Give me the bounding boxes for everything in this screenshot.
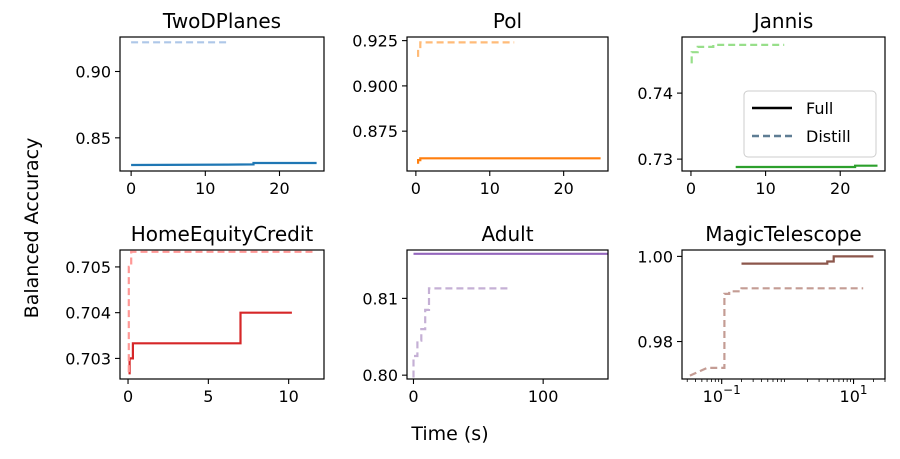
twodplanes-xtick-label: 0 [126,179,136,198]
homeequitycredit-distill-series [127,250,313,373]
y-axis-label: Balanced Accuracy [21,138,43,319]
homeequitycredit-xtick-label: 5 [203,387,213,406]
magictelescope-title: MagicTelescope [705,222,861,246]
pol-xtick-label: 10 [480,179,500,198]
twodplanes-xtick-label: 10 [195,179,215,198]
twodplanes-axes-frame [119,36,325,172]
magictelescope-ytick-label: 1.00 [637,247,673,266]
jannis-distill-series [690,43,785,64]
adult-ytick-label: 0.80 [362,366,398,385]
homeequitycredit-axes-frame [119,249,325,380]
x-axis-label: Time (s) [410,423,488,445]
twodplanes-ytick-label: 0.90 [75,62,111,81]
homeequitycredit-ytick-label: 0.704 [65,304,111,323]
legend-full-label: Full [806,99,833,118]
twodplanes-xtick-label: 20 [269,179,289,198]
magictelescope-full-series [741,255,874,265]
adult-ytick-label: 0.81 [362,289,398,308]
magictelescope-xtick-exponent: 1 [860,383,868,397]
pol-full-series [417,157,601,164]
legend-distill-label: Distill [806,127,851,146]
jannis-ytick-label: 0.73 [637,150,673,169]
pol-ytick-label: 0.925 [352,32,398,51]
homeequitycredit-ytick-label: 0.705 [65,258,111,277]
magictelescope-distill-series [689,287,864,377]
homeequitycredit-title: HomeEquityCredit [131,222,314,246]
jannis-xtick-label: 20 [830,179,850,198]
panel-adult: Adult 0 100 0.80 0.81 [362,222,609,406]
adult-title: Adult [481,222,533,246]
magictelescope-ytick-label: 0.98 [637,333,673,352]
jannis-title: Jannis [752,9,813,33]
panel-jannis: Jannis 0 10 20 0.73 0.74 [637,9,886,198]
adult-xtick-label: 100 [528,387,559,406]
magictelescope-xtick-exponent: −1 [723,383,741,397]
pol-axes-frame [406,36,609,172]
magictelescope-axes-frame [681,249,886,380]
jannis-axes-frame [681,36,886,172]
adult-xtick-label: 0 [408,387,418,406]
jannis-full-series [735,164,878,169]
panel-homeequitycredit: HomeEquityCredit 0 5 10 0.703 0.704 0.705 [65,222,325,406]
adult-axes-frame [406,249,609,380]
jannis-ytick-label: 0.74 [637,84,673,103]
panel-pol: Pol 0 10 20 0.875 0.900 0.925 [352,9,609,198]
homeequitycredit-ytick-label: 0.703 [65,349,111,368]
pol-title: Pol [493,9,522,33]
pol-xtick-label: 20 [553,179,573,198]
pol-distill-series [417,41,515,57]
jannis-xtick-label: 0 [686,179,696,198]
legend: Full Distill [743,90,877,158]
pol-xtick-label: 0 [411,179,421,198]
homeequitycredit-xtick-label: 10 [278,387,298,406]
pol-ytick-label: 0.875 [352,122,398,141]
adult-distill-series [412,287,511,378]
pol-ytick-label: 0.900 [352,77,398,96]
twodplanes-title: TwoDPlanes [162,9,281,33]
panel-twodplanes: TwoDPlanes 0 10 20 0.85 0.90 [75,9,325,198]
twodplanes-ytick-label: 0.85 [75,129,111,148]
jannis-xtick-label: 10 [755,179,775,198]
homeequitycredit-xtick-label: 0 [123,387,133,406]
twodplanes-full-series [131,161,317,167]
